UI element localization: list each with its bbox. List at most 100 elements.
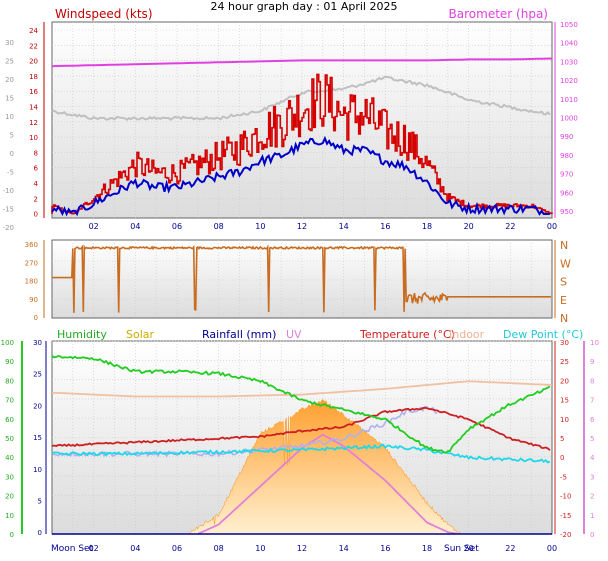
tick-speed: 16 [29, 88, 38, 96]
tick-temp-grey: -5 [7, 169, 14, 177]
tick-labels: 242220181614121086420302520151050-5-10-1… [1, 21, 599, 553]
humidity-line [51, 354, 551, 454]
tick-humidity: 100 [1, 339, 14, 347]
barometer-label: Barometer (hpa) [449, 7, 548, 21]
wind-direction-line [52, 244, 551, 313]
windspeed-avg-line [51, 135, 551, 217]
tick-temp-grey: 25 [5, 58, 14, 66]
legend-temperature: Temperature (°C) [359, 328, 455, 341]
tick-compass: N [560, 312, 568, 325]
tick-uv: 2 [590, 493, 594, 501]
tick-temp-grey: -20 [3, 224, 14, 232]
uv-line [197, 433, 457, 535]
x-tick-wind: 12 [297, 222, 307, 231]
tick-rainfall: 25 [33, 371, 42, 379]
x-tick-wind: 18 [422, 222, 432, 231]
tick-uv: 6 [590, 416, 595, 424]
x-tick-wind: 04 [130, 222, 140, 231]
tick-temperature: 15 [560, 397, 569, 405]
tick-speed: 14 [29, 104, 38, 112]
windspeed-label: Windspeed (kts) [55, 7, 153, 21]
x-tick-climate: 20 [464, 544, 474, 553]
tick-barometer: 1020 [560, 77, 578, 85]
x-tick-wind: 16 [380, 222, 390, 231]
tick-temp-grey: 20 [5, 76, 14, 84]
tick-humidity: 40 [5, 454, 14, 462]
tick-compass: E [560, 294, 567, 307]
tick-humidity: 70 [5, 397, 14, 405]
tick-humidity: 50 [5, 435, 14, 443]
tick-speed: 24 [29, 27, 38, 35]
windspeed-gust-line [51, 73, 553, 215]
tick-temperature: 10 [560, 416, 569, 424]
x-tick-climate: 00 [547, 544, 557, 553]
x-tick-wind: 20 [464, 222, 474, 231]
legend-solar: Solar [126, 328, 155, 341]
legend-humidity: Humidity [57, 328, 107, 341]
tick-barometer: 990 [560, 133, 573, 141]
x-tick-wind: 14 [339, 222, 349, 231]
tick-rainfall: 30 [33, 339, 42, 347]
indoor-line [51, 380, 553, 398]
tick-uv: 9 [590, 358, 594, 366]
tick-barometer: 1010 [560, 96, 578, 104]
tick-temperature: 30 [560, 339, 569, 347]
grey-trace [51, 75, 551, 121]
x-tick-wind: 06 [172, 222, 182, 231]
tick-uv: 3 [590, 473, 594, 481]
tick-temperature: 5 [560, 435, 564, 443]
tick-humidity: 90 [5, 358, 14, 366]
x-tick-wind: 00 [547, 222, 557, 231]
tick-direction: 270 [25, 259, 38, 267]
tick-rainfall: 20 [33, 402, 42, 410]
tick-humidity: 60 [5, 416, 14, 424]
tick-speed: 8 [34, 149, 38, 157]
tick-barometer: 1030 [560, 58, 578, 66]
tick-barometer: 1050 [560, 21, 578, 29]
tick-direction: 0 [34, 314, 38, 322]
legend-uv: UV [286, 328, 302, 341]
tick-uv: 1 [590, 512, 594, 520]
x-tick-climate: 18 [422, 544, 432, 553]
x-tick-climate: 10 [255, 544, 265, 553]
x-tick-wind: 10 [255, 222, 265, 231]
tick-temperature: 25 [560, 358, 569, 366]
tick-humidity: 80 [5, 377, 14, 385]
x-tick-climate: 12 [297, 544, 307, 553]
tick-humidity: 20 [5, 493, 14, 501]
tick-temp-grey: -15 [3, 206, 14, 214]
tick-barometer: 950 [560, 208, 573, 216]
tick-speed: 0 [34, 211, 38, 219]
tick-barometer: 1040 [560, 40, 578, 48]
x-tick-wind: 22 [505, 222, 515, 231]
tick-speed: 2 [34, 195, 38, 203]
legend-indoor: Indoor [449, 328, 485, 341]
x-tick-climate: 04 [130, 544, 140, 553]
tick-temperature: -15 [560, 512, 571, 520]
tick-speed: 18 [29, 73, 38, 81]
tick-speed: 20 [29, 58, 38, 66]
tick-temp-grey: 30 [5, 39, 14, 47]
tick-speed: 6 [34, 165, 39, 173]
x-tick-wind: 08 [214, 222, 224, 231]
tick-barometer: 980 [560, 152, 573, 160]
tick-speed: 22 [29, 42, 38, 50]
x-tick-climate: 14 [339, 544, 349, 553]
tick-humidity: 10 [5, 512, 14, 520]
chart-marks [51, 57, 553, 535]
tick-direction: 360 [25, 241, 38, 249]
tick-rainfall: 15 [33, 434, 42, 442]
tick-humidity: 0 [10, 531, 14, 539]
x-tick-climate: 08 [214, 544, 224, 553]
tick-rainfall: 0 [38, 529, 42, 537]
tick-temp-grey: 10 [5, 113, 14, 121]
tick-compass: W [560, 257, 571, 270]
tick-humidity: 30 [5, 473, 14, 481]
x-tick-wind: 02 [89, 222, 99, 231]
tick-uv: 10 [590, 339, 599, 347]
tick-temperature: -5 [560, 473, 567, 481]
tick-temperature: 20 [560, 377, 569, 385]
tick-temp-grey: 15 [5, 95, 14, 103]
